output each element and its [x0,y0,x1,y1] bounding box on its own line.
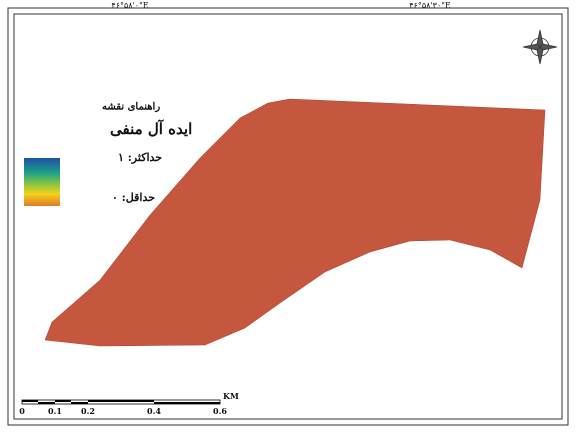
scale-label: 0 [19,406,25,416]
inner-frame [13,13,563,420]
scale-unit: KM [223,391,239,401]
coordinate-label: ۴۶°۵۸'۰"E [111,1,148,10]
outer-frame [7,7,569,426]
legend-layer: ایده آل منفی [110,119,192,138]
legend-max: حداکثر: ۱ [118,151,162,164]
scale-label: 0.2 [81,406,95,416]
scale-label: 0.1 [48,406,62,416]
scale-bar [21,399,221,405]
scale-label: 0.6 [213,406,227,416]
legend-title: راهنمای نقشه [102,102,160,113]
legend-min: حداقل: ۰ [112,191,155,204]
color-ramp [24,158,60,206]
north-arrow [522,29,558,65]
coordinate-label: ۴۶°۵۸'۳۰"E [409,1,451,10]
scale-label: 0.4 [147,406,161,416]
study-area [44,98,546,347]
